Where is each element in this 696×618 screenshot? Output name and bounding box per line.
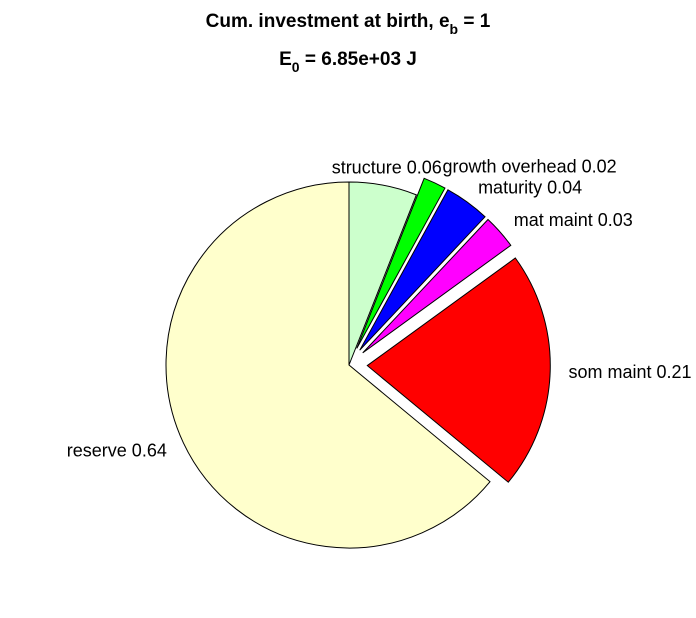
pie-slice xyxy=(356,177,446,349)
slice-label: mat maint 0.03 xyxy=(514,210,633,230)
pie-slice xyxy=(362,218,512,354)
title-part: = 1 xyxy=(458,11,491,32)
subtitle-subscript: 0 xyxy=(292,59,300,75)
subtitle-part: E xyxy=(279,49,292,70)
pie-slice xyxy=(366,257,551,483)
slice-label: growth overhead 0.02 xyxy=(443,156,617,176)
pie-slice xyxy=(359,189,486,351)
subtitle-part: = 6.85e+03 J xyxy=(300,49,417,70)
slice-label: reserve 0.64 xyxy=(67,441,167,461)
title-part: Cum. investment at birth, e xyxy=(206,11,450,32)
chart-title: Cum. investment at birth, eb = 1 xyxy=(206,11,491,37)
slice-label: maturity 0.04 xyxy=(478,177,582,197)
slice-label: som maint 0.21 xyxy=(568,362,691,382)
pie-slice xyxy=(165,181,491,549)
slice-label: structure 0.06 xyxy=(332,157,442,177)
title-subscript: b xyxy=(450,21,459,37)
chart-subtitle: E0 = 6.85e+03 J xyxy=(279,49,417,75)
